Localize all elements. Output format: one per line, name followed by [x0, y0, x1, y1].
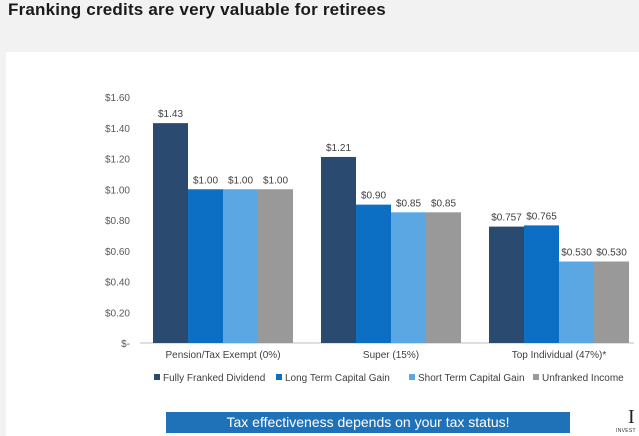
brand-logo-subtext: INVEST	[616, 428, 636, 434]
legend-swatch	[154, 374, 160, 380]
bar	[153, 123, 188, 343]
x-category-label: Super (15%)	[363, 350, 419, 361]
y-tick-label: $0.20	[105, 308, 130, 319]
data-label: $0.530	[561, 248, 592, 259]
bar	[489, 226, 524, 343]
bar-chart: $- $0.20 $0.40 $0.60 $0.80 $1.00 $1.20 $1.40 $1.…	[105, 93, 634, 384]
data-label: $1.43	[158, 109, 183, 120]
chart-legend: Fully Franked Dividend Long Term Capital …	[154, 373, 624, 384]
bar	[188, 189, 223, 343]
brand-logo: I	[628, 406, 635, 428]
chart-bars	[153, 123, 629, 343]
legend-label: Fully Franked Dividend	[163, 373, 265, 384]
legend-swatch	[276, 374, 282, 380]
data-label: $0.85	[396, 198, 421, 209]
legend-swatch	[409, 374, 415, 380]
y-tick-label: $0.80	[105, 216, 130, 227]
bar	[524, 225, 559, 343]
data-label: $0.757	[491, 213, 522, 224]
data-label: $1.00	[193, 175, 218, 186]
data-label: $1.00	[228, 175, 253, 186]
bar	[594, 261, 629, 343]
bar	[321, 156, 356, 343]
bar	[356, 204, 391, 343]
data-label: $0.765	[526, 211, 557, 222]
data-label: $0.90	[361, 191, 386, 202]
tax-status-banner: Tax effectiveness depends on your tax st…	[166, 412, 570, 433]
chart-data-labels: $1.43 $1.00 $1.00 $1.00 $1.21 $0.90 $0.85 $0.85…	[158, 109, 627, 258]
y-tick-label: $1.20	[105, 155, 130, 166]
page-title: Franking credits are very valuable for r…	[8, 0, 386, 19]
legend-label: Short Term Capital Gain	[418, 373, 525, 384]
x-category-label: Pension/Tax Exempt (0%)	[165, 350, 280, 361]
bar	[426, 212, 461, 343]
legend-swatch	[533, 374, 539, 380]
chart-panel: $- $0.20 $0.40 $0.60 $0.80 $1.00 $1.20 $1.40 $1.…	[6, 52, 639, 436]
bar	[223, 189, 258, 343]
y-tick-label: $0.60	[105, 247, 130, 258]
data-label: $0.530	[596, 248, 627, 259]
data-label: $1.00	[263, 175, 288, 186]
x-category-label: Top Individual (47%)*	[512, 350, 607, 361]
bar	[391, 212, 426, 343]
data-label: $0.85	[431, 198, 456, 209]
y-tick-label: $-	[121, 339, 130, 350]
bar	[559, 261, 594, 343]
legend-label: Unfranked Income	[542, 373, 624, 384]
data-label: $1.21	[326, 143, 351, 154]
y-tick-label: $0.40	[105, 278, 130, 289]
legend-label: Long Term Capital Gain	[285, 373, 390, 384]
y-tick-label: $1.40	[105, 124, 130, 135]
bar	[258, 189, 293, 343]
y-tick-label: $1.00	[105, 185, 130, 196]
y-tick-label: $1.60	[105, 93, 130, 104]
